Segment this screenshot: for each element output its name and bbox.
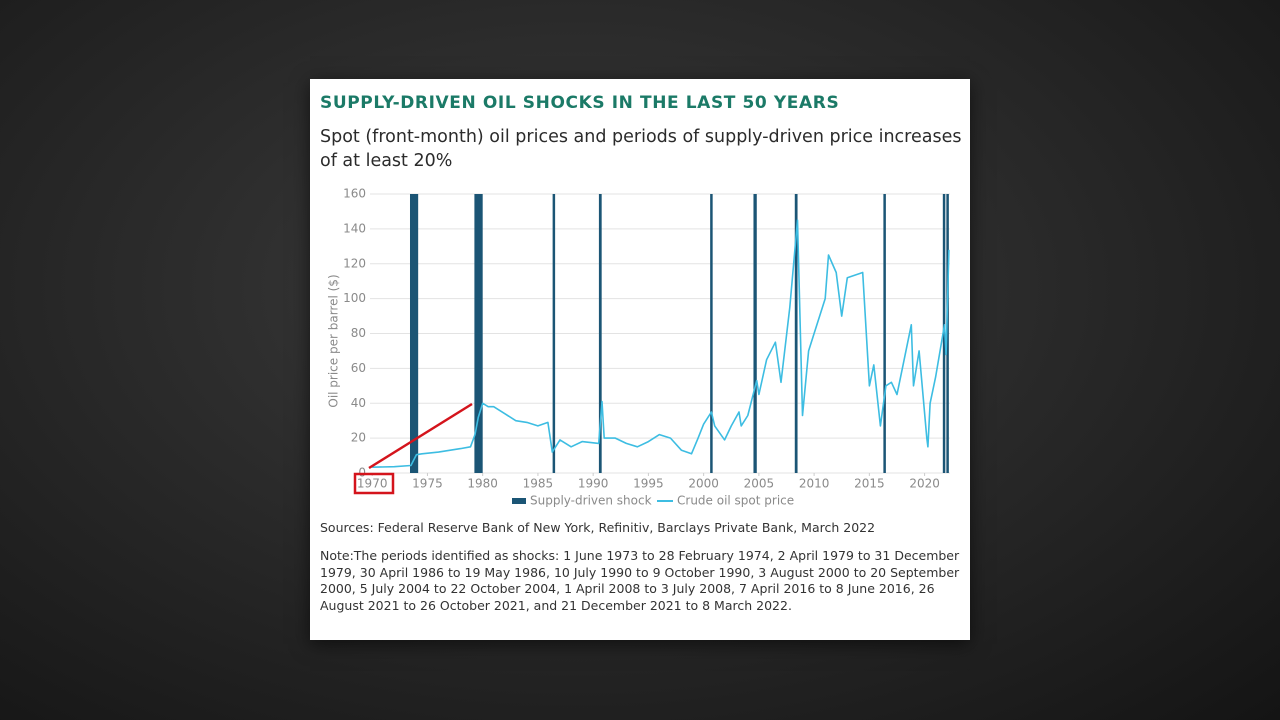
x-tick-label: 2000 xyxy=(688,477,719,491)
price-line xyxy=(372,219,950,468)
x-tick-label: 2005 xyxy=(744,477,775,491)
shock-band xyxy=(883,194,886,473)
shock-band xyxy=(753,194,757,473)
chart-card: SUPPLY-DRIVEN OIL SHOCKS IN THE LAST 50 … xyxy=(310,79,970,640)
legend-label: Crude oil spot price xyxy=(677,494,794,508)
y-tick-label: 20 xyxy=(351,431,366,445)
annotation-line xyxy=(368,402,473,470)
x-tick-label: 1975 xyxy=(412,477,443,491)
note: Note:The periods identified as shocks: 1… xyxy=(320,548,960,613)
y-tick-label: 100 xyxy=(343,291,366,305)
shock-band xyxy=(710,194,713,473)
x-tick-label: 1980 xyxy=(467,477,498,491)
x-tick-label: 2020 xyxy=(909,477,940,491)
y-tick-label: 80 xyxy=(351,326,366,340)
legend-label: Supply-driven shock xyxy=(530,494,652,508)
shock-band xyxy=(946,194,949,473)
y-tick-label: 60 xyxy=(351,361,366,375)
y-tick-label: 120 xyxy=(343,256,366,270)
shock-band xyxy=(942,194,946,473)
x-tick-label: 1990 xyxy=(578,477,609,491)
y-axis-label: Oil price per barrel ($) xyxy=(327,274,341,407)
shock-band xyxy=(794,194,798,473)
y-tick-label: 0 xyxy=(358,466,366,480)
y-tick-label: 160 xyxy=(343,187,366,201)
x-tick-label: 2015 xyxy=(854,477,885,491)
legend-swatch xyxy=(512,498,526,504)
annotation-box xyxy=(353,472,395,495)
chart-title: SUPPLY-DRIVEN OIL SHOCKS IN THE LAST 50 … xyxy=(320,93,840,113)
shock-band xyxy=(474,194,483,473)
x-tick-label: 1970 xyxy=(357,477,388,491)
shock-band xyxy=(598,194,602,473)
chart-subtitle: Spot (front-month) oil prices and period… xyxy=(320,127,962,171)
shock-band xyxy=(552,194,556,473)
y-tick-label: 40 xyxy=(351,396,366,410)
y-tick-label: 140 xyxy=(343,221,366,235)
x-tick-label: 1995 xyxy=(633,477,664,491)
sources: Sources: Federal Reserve Bank of New Yor… xyxy=(320,520,876,535)
x-tick-label: 2010 xyxy=(799,477,830,491)
shock-band xyxy=(409,194,419,473)
x-tick-label: 1985 xyxy=(523,477,554,491)
